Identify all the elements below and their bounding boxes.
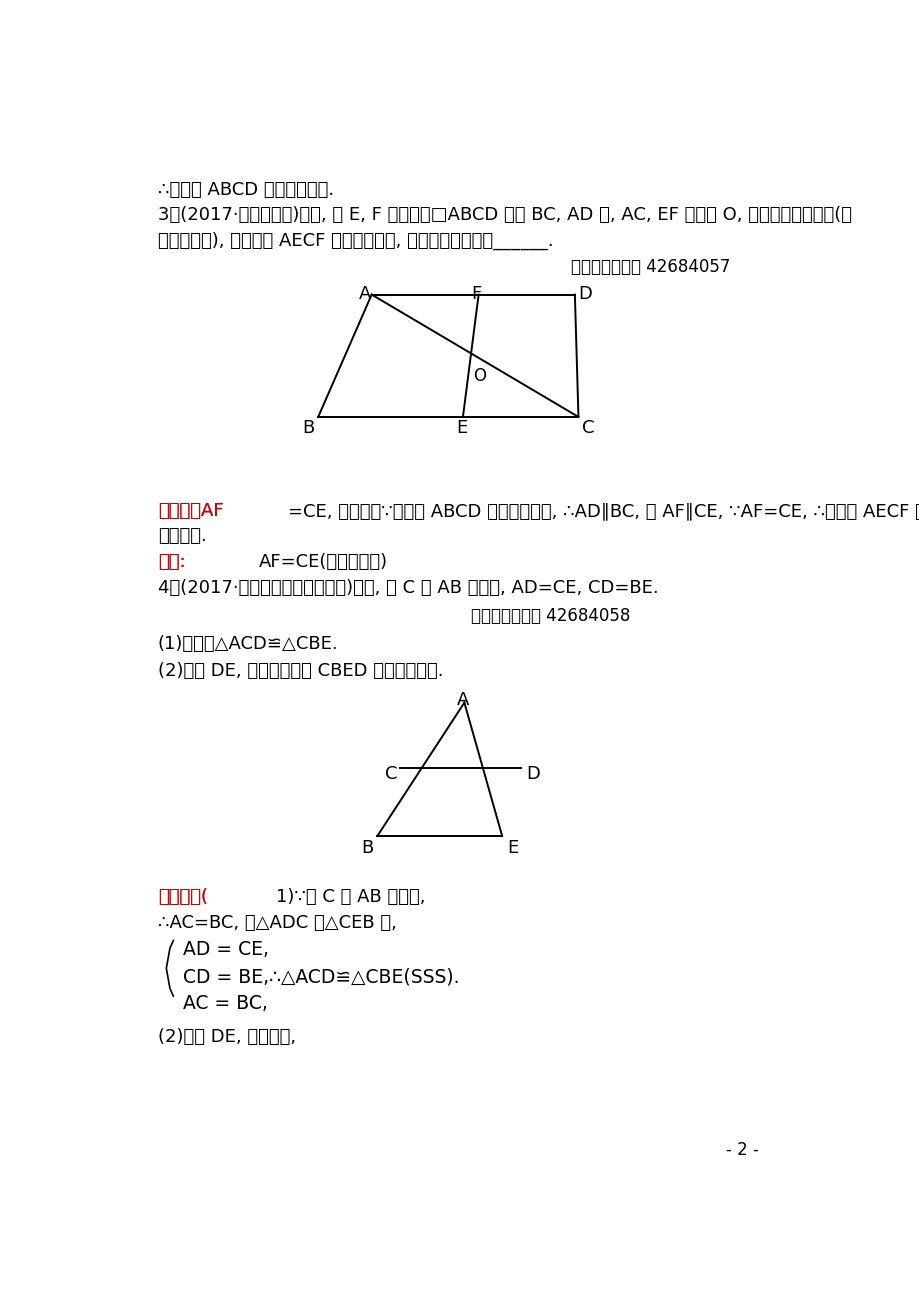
Text: A: A bbox=[358, 285, 371, 302]
Text: - 2 -: - 2 - bbox=[725, 1141, 758, 1159]
Text: 【证明】(: 【证明】( bbox=[158, 888, 208, 906]
Text: 【解析】AF: 【解析】AF bbox=[158, 503, 223, 519]
Text: 世纪金榜导学号 42684057: 世纪金榜导学号 42684057 bbox=[571, 259, 730, 276]
Text: ∴四边形 ABCD 是平行四边形.: ∴四边形 ABCD 是平行四边形. bbox=[158, 181, 334, 199]
Text: ∴AC=BC, 在△ADC 与△CEB 中,: ∴AC=BC, 在△ADC 与△CEB 中, bbox=[158, 914, 396, 932]
Text: 行四边形.: 行四边形. bbox=[158, 527, 206, 546]
Text: AD = CE,: AD = CE, bbox=[183, 940, 268, 960]
Text: CD = BE,∴△ACD≌△CBE(SSS).: CD = BE,∴△ACD≌△CBE(SSS). bbox=[183, 967, 459, 987]
Text: 1)∵点 C 是 AB 的中点,: 1)∵点 C 是 AB 的中点, bbox=[276, 888, 425, 906]
Text: AF=CE(答案不唯一): AF=CE(答案不唯一) bbox=[258, 553, 388, 572]
Text: =CE, 理由是：∵四边形 ABCD 是平行四边形, ∴AD∥BC, 即 AF∥CE, ∵AF=CE, ∴四边形 AECF 是平: =CE, 理由是：∵四边形 ABCD 是平行四边形, ∴AD∥BC, 即 AF∥… bbox=[288, 503, 919, 519]
Text: E: E bbox=[506, 838, 517, 857]
Text: F: F bbox=[471, 285, 482, 302]
Text: C: C bbox=[384, 764, 397, 783]
Text: B: B bbox=[302, 419, 314, 437]
Text: 答案:: 答案: bbox=[158, 553, 186, 572]
Text: 世纪金榜导学号 42684058: 世纪金榜导学号 42684058 bbox=[471, 607, 630, 625]
Text: 答案:: 答案: bbox=[158, 553, 186, 572]
Text: 【证明】(: 【证明】( bbox=[158, 888, 208, 906]
Text: D: D bbox=[526, 764, 539, 783]
Text: (2)连接 DE, 如图所示,: (2)连接 DE, 如图所示, bbox=[158, 1029, 296, 1047]
Text: A: A bbox=[457, 690, 469, 708]
Text: O: O bbox=[472, 367, 485, 385]
Text: (1)求证：△ACD≌△CBE.: (1)求证：△ACD≌△CBE. bbox=[158, 635, 338, 654]
Text: 【解析】AF: 【解析】AF bbox=[158, 503, 223, 519]
Text: 3．(2017·牡丹江中考)如图, 点 E, F 分别放在□ABCD 的边 BC, AD 上, AC, EF 交于点 O, 请你添加一个条件(只: 3．(2017·牡丹江中考)如图, 点 E, F 分别放在□ABCD 的边 BC… bbox=[158, 207, 851, 224]
Text: C: C bbox=[582, 419, 594, 437]
Text: B: B bbox=[361, 838, 373, 857]
Text: 4．(2017·新疆生产建设兵团中考)如图, 点 C 是 AB 的中点, AD=CE, CD=BE.: 4．(2017·新疆生产建设兵团中考)如图, 点 C 是 AB 的中点, AD=… bbox=[158, 579, 658, 598]
Text: E: E bbox=[455, 419, 467, 437]
Text: (2)连接 DE, 求证：四边形 CBED 是平行四边形.: (2)连接 DE, 求证：四边形 CBED 是平行四边形. bbox=[158, 661, 443, 680]
Text: 添一个即可), 使四边形 AECF 是平行四边形, 你所添加的条件是______.: 添一个即可), 使四边形 AECF 是平行四边形, 你所添加的条件是______… bbox=[158, 232, 553, 250]
Text: D: D bbox=[578, 285, 592, 302]
Text: AC = BC,: AC = BC, bbox=[183, 995, 267, 1013]
